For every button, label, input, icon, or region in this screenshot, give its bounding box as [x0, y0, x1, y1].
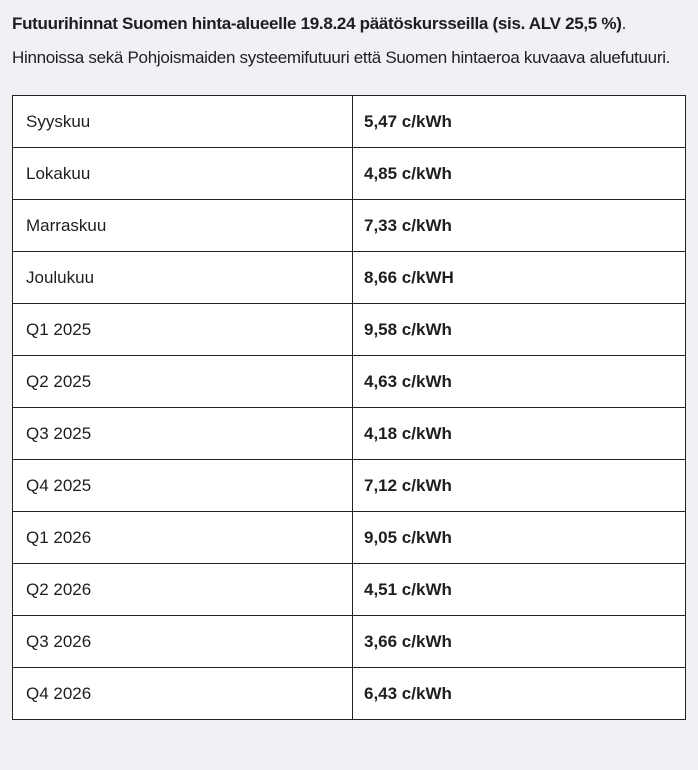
period-cell: Q2 2025 — [12, 355, 353, 408]
intro-line-3: aluefutuuri. — [589, 48, 671, 67]
intro-bold-text: Futuurihinnat Suomen hinta-alueelle 19.8… — [12, 14, 622, 33]
period-cell: Lokakuu — [12, 147, 353, 200]
intro-line-1: Futuurihinnat Suomen hinta-alueelle 19.8… — [12, 14, 626, 33]
price-cell: 3,66 c/kWh — [352, 615, 686, 668]
price-cell: 7,33 c/kWh — [352, 199, 686, 252]
table-row: Q1 2025 9,58 c/kWh — [12, 303, 686, 356]
period-cell: Q2 2026 — [12, 563, 353, 616]
price-cell: 4,63 c/kWh — [352, 355, 686, 408]
article-content: Futuurihinnat Suomen hinta-alueelle 19.8… — [12, 7, 686, 720]
price-cell: 8,66 c/kWH — [352, 251, 686, 304]
table-row: Lokakuu 4,85 c/kWh — [12, 147, 686, 200]
period-cell: Marraskuu — [12, 199, 353, 252]
price-cell: 9,58 c/kWh — [352, 303, 686, 356]
table-row: Q4 2026 6,43 c/kWh — [12, 667, 686, 720]
period-cell: Syyskuu — [12, 95, 353, 148]
price-cell: 4,51 c/kWh — [352, 563, 686, 616]
price-cell: 4,85 c/kWh — [352, 147, 686, 200]
intro-paragraph: Futuurihinnat Suomen hinta-alueelle 19.8… — [12, 7, 686, 75]
price-cell: 6,43 c/kWh — [352, 667, 686, 720]
table-row: Syyskuu 5,47 c/kWh — [12, 95, 686, 148]
price-cell: 4,18 c/kWh — [352, 407, 686, 460]
price-cell: 7,12 c/kWh — [352, 459, 686, 512]
intro-line-1-suffix: . — [621, 14, 627, 33]
table-row: Q2 2026 4,51 c/kWh — [12, 563, 686, 616]
price-cell: 9,05 c/kWh — [352, 511, 686, 564]
table-row: Q3 2025 4,18 c/kWh — [12, 407, 686, 460]
futures-table-body: Syyskuu 5,47 c/kWh Lokakuu 4,85 c/kWh Marras… — [12, 95, 686, 720]
table-row: Q4 2025 7,12 c/kWh — [12, 459, 686, 512]
period-cell: Q4 2025 — [12, 459, 353, 512]
table-row: Q3 2026 3,66 c/kWh — [12, 615, 686, 668]
table-row: Marraskuu 7,33 c/kWh — [12, 199, 686, 252]
period-cell: Q3 2025 — [12, 407, 353, 460]
period-cell: Q3 2026 — [12, 615, 353, 668]
table-row: Q2 2025 4,63 c/kWh — [12, 355, 686, 408]
period-cell: Joulukuu — [12, 251, 353, 304]
period-cell: Q1 2026 — [12, 511, 353, 564]
intro-line-2: Hinnoissa sekä Pohjoismaiden systeemifut… — [12, 48, 586, 67]
table-row: Q1 2026 9,05 c/kWh — [12, 511, 686, 564]
table-row: Joulukuu 8,66 c/kWH — [12, 251, 686, 304]
futures-price-table: Syyskuu 5,47 c/kWh Lokakuu 4,85 c/kWh Marras… — [12, 95, 686, 720]
period-cell: Q4 2026 — [12, 667, 353, 720]
period-cell: Q1 2025 — [12, 303, 353, 356]
price-cell: 5,47 c/kWh — [352, 95, 686, 148]
